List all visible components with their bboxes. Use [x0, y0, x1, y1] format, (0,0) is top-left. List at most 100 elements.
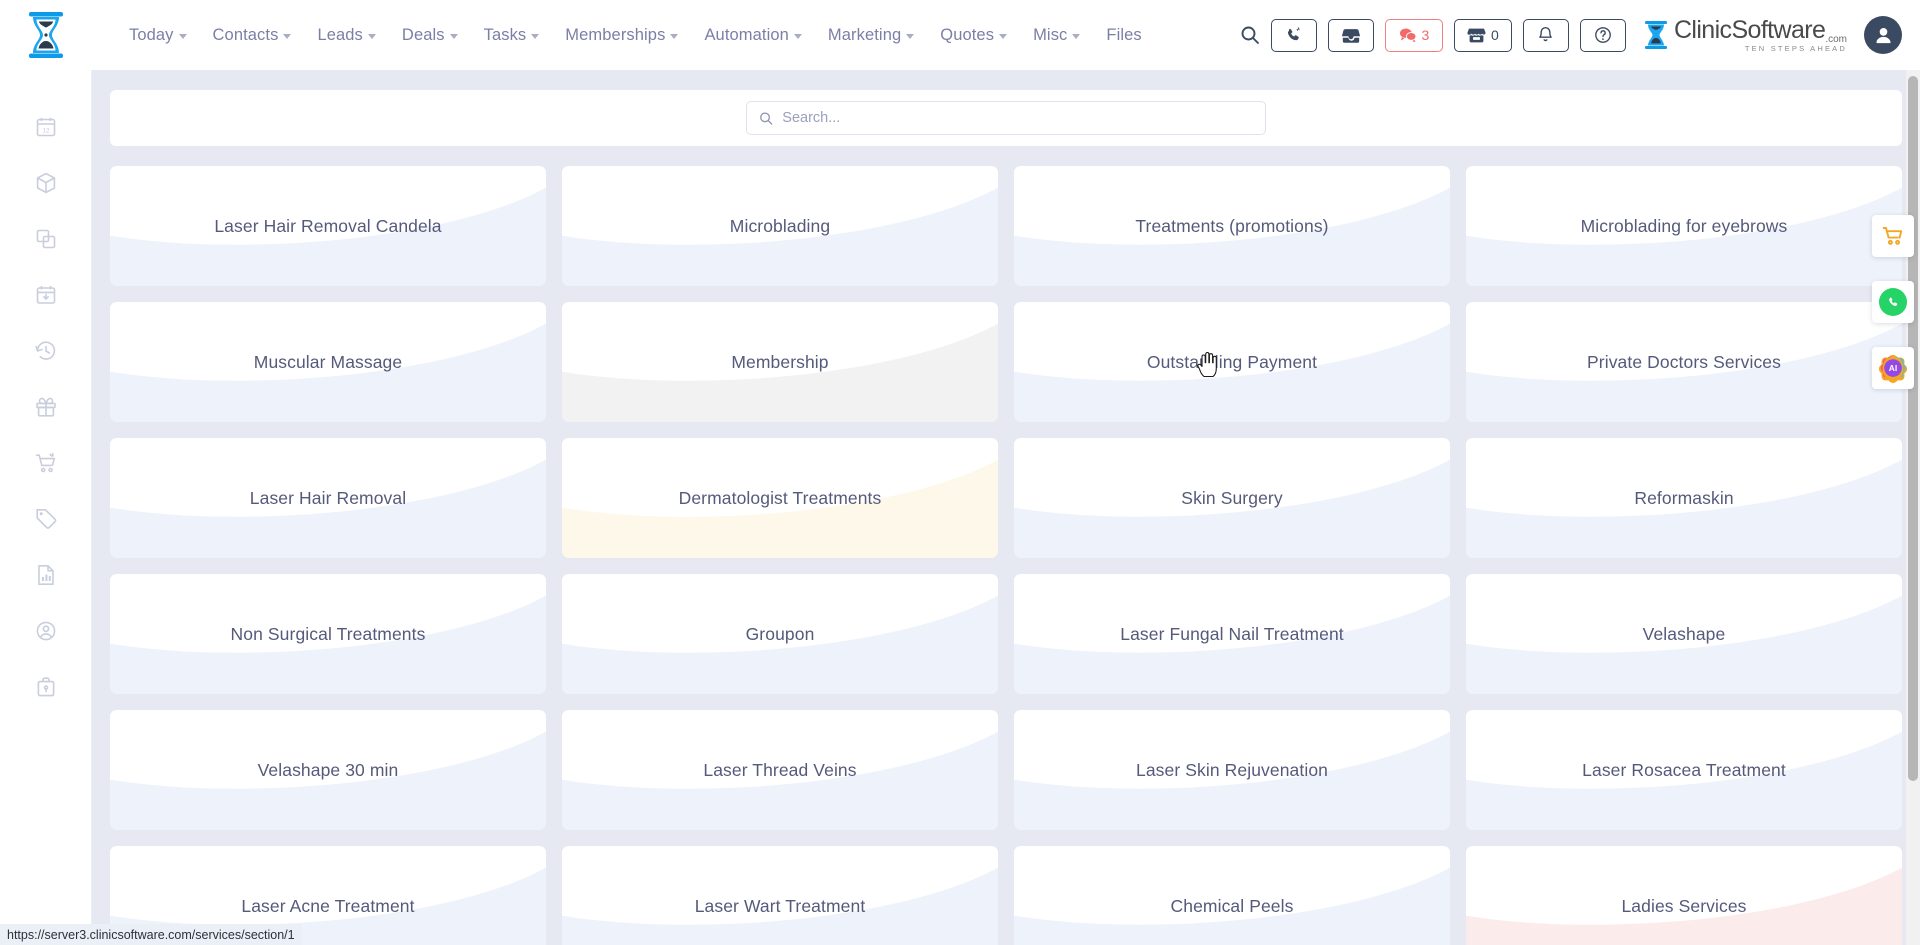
nav-item-automation[interactable]: Automation	[691, 0, 814, 70]
user-circle-icon	[36, 621, 55, 641]
sidebar-item-reports[interactable]	[23, 558, 69, 592]
page-scrollbar[interactable]	[1906, 70, 1920, 945]
sidebar-item-duplicates[interactable]	[23, 222, 69, 256]
search-input[interactable]	[782, 110, 1253, 126]
clinicsoftware-brand-logo[interactable]: ClinicSoftware .com TEN STEPS AHEAD	[1643, 15, 1847, 53]
service-tile[interactable]: Dermatologist Treatments	[562, 438, 998, 558]
service-tile[interactable]: Outstanding Payment	[1014, 302, 1450, 422]
store-button[interactable]: 0	[1453, 18, 1512, 52]
chat-messages-button[interactable]: 3	[1384, 18, 1443, 52]
service-tile-label: Laser Hair Removal	[249, 487, 407, 508]
nav-label: Marketing	[827, 25, 902, 44]
whatsapp-fab[interactable]	[1872, 281, 1914, 323]
nav-label: Leads	[317, 25, 363, 44]
sidebar-item-offers[interactable]	[23, 502, 69, 536]
brand-hourglass-icon	[1644, 21, 1667, 49]
service-tile[interactable]: Microblading	[562, 166, 998, 286]
nav-label: Contacts	[212, 25, 279, 44]
service-tile-label: Reformaskin	[1634, 487, 1734, 508]
sidebar-item-cart[interactable]	[23, 446, 69, 480]
shopping-cart-fab[interactable]	[1872, 215, 1914, 257]
service-tile[interactable]: Velashape	[1466, 574, 1902, 694]
service-tile[interactable]: Ladies Services	[1466, 846, 1902, 945]
service-tile-label: Velashape 30 min	[257, 759, 399, 780]
chevron-down-icon	[449, 33, 458, 39]
hourglass-logo-icon[interactable]	[0, 0, 92, 70]
service-tile[interactable]: Groupon	[562, 574, 998, 694]
sidebar-item-bookings[interactable]	[23, 278, 69, 312]
service-tile[interactable]: Laser Fungal Nail Treatment	[1014, 574, 1450, 694]
calendar-icon: 12	[36, 117, 55, 137]
nav-item-contacts[interactable]: Contacts	[200, 0, 305, 70]
inbox-button[interactable]	[1327, 18, 1374, 52]
notifications-bell-button[interactable]	[1522, 18, 1569, 52]
service-tile[interactable]: Reformaskin	[1466, 438, 1902, 558]
service-tile[interactable]: Velashape 30 min	[110, 710, 546, 830]
sidebar-item-products[interactable]	[23, 166, 69, 200]
service-tile[interactable]: Laser Thread Veins	[562, 710, 998, 830]
shopping-cart-icon	[1882, 227, 1903, 245]
search-box[interactable]	[746, 101, 1266, 135]
nav-item-marketing[interactable]: Marketing	[815, 0, 927, 70]
service-tile[interactable]: Laser Hair Removal	[110, 438, 546, 558]
nav-label: Files	[1106, 25, 1142, 44]
nav-item-quotes[interactable]: Quotes	[927, 0, 1020, 70]
service-tile[interactable]: Laser Wart Treatment	[562, 846, 998, 945]
sidebar-item-history[interactable]	[23, 334, 69, 368]
whatsapp-icon	[1888, 297, 1897, 306]
service-tile[interactable]: Muscular Massage	[110, 302, 546, 422]
svg-text:12: 12	[42, 127, 50, 134]
user-avatar[interactable]	[1864, 16, 1902, 54]
chevron-down-icon	[906, 33, 915, 39]
phone-call-button[interactable]	[1270, 18, 1317, 52]
nav-label: Today	[129, 25, 174, 44]
nav-item-memberships[interactable]: Memberships	[552, 0, 691, 70]
service-tile[interactable]: Treatments (promotions)	[1014, 166, 1450, 286]
nav-label: Deals	[401, 25, 445, 44]
brand-name: ClinicSoftware	[1673, 15, 1826, 44]
main-navigation: Today Contacts Leads Deals Tasks Members…	[92, 0, 1240, 70]
search-icon[interactable]	[1240, 25, 1260, 45]
service-tile-label: Private Doctors Services	[1587, 351, 1781, 372]
service-tile-label: Laser Wart Treatment	[694, 895, 866, 916]
service-tile[interactable]: Private Doctors Services	[1466, 302, 1902, 422]
ai-assistant-fab[interactable]: AI	[1872, 347, 1914, 389]
service-tile-label: Ladies Services	[1621, 895, 1747, 916]
service-tile[interactable]: Microblading for eyebrows	[1466, 166, 1902, 286]
service-tile-label: Microblading	[729, 215, 831, 236]
service-tile-label: Velashape	[1642, 623, 1726, 644]
service-tile[interactable]: Laser Skin Rejuvenation	[1014, 710, 1450, 830]
sidebar-item-calendar[interactable]: 12	[23, 110, 69, 144]
service-tile[interactable]: Laser Rosacea Treatment	[1466, 710, 1902, 830]
bar-chart-report-icon	[37, 565, 54, 585]
chevron-down-icon	[1072, 33, 1081, 39]
service-tile[interactable]: Chemical Peels	[1014, 846, 1450, 945]
chevron-down-icon	[793, 33, 802, 39]
status-bar-url: https://server3.clinicsoftware.com/servi…	[0, 924, 302, 945]
nav-item-tasks[interactable]: Tasks	[471, 0, 553, 70]
services-grid: Laser Hair Removal Candela Microblading Tr…	[110, 166, 1902, 945]
service-tile[interactable]: Membership	[562, 302, 998, 422]
sidebar-item-gift-vouchers[interactable]	[23, 390, 69, 424]
scrollbar-thumb[interactable]	[1908, 76, 1918, 781]
service-tile[interactable]: Laser Hair Removal Candela	[110, 166, 546, 286]
nav-item-today[interactable]: Today	[116, 0, 200, 70]
briefcase-lock-icon	[37, 677, 54, 697]
copy-stack-icon	[36, 229, 55, 249]
nav-item-leads[interactable]: Leads	[304, 0, 388, 70]
chevron-down-icon	[999, 33, 1008, 39]
service-tile[interactable]: Skin Surgery	[1014, 438, 1450, 558]
nav-label: Memberships	[565, 25, 666, 44]
sidebar-item-account[interactable]	[23, 614, 69, 648]
chevron-down-icon	[178, 33, 187, 39]
sidebar-item-security[interactable]	[23, 670, 69, 704]
nav-item-deals[interactable]: Deals	[389, 0, 471, 70]
nav-item-files[interactable]: Files	[1093, 0, 1154, 70]
service-tile[interactable]: Non Surgical Treatments	[110, 574, 546, 694]
left-sidebar: 12	[0, 70, 92, 945]
service-tile-label: Outstanding Payment	[1146, 351, 1318, 372]
nav-label: Tasks	[483, 25, 527, 44]
nav-item-misc[interactable]: Misc	[1020, 0, 1093, 70]
help-button[interactable]	[1579, 18, 1626, 52]
service-tile-label: Skin Surgery	[1181, 487, 1283, 508]
